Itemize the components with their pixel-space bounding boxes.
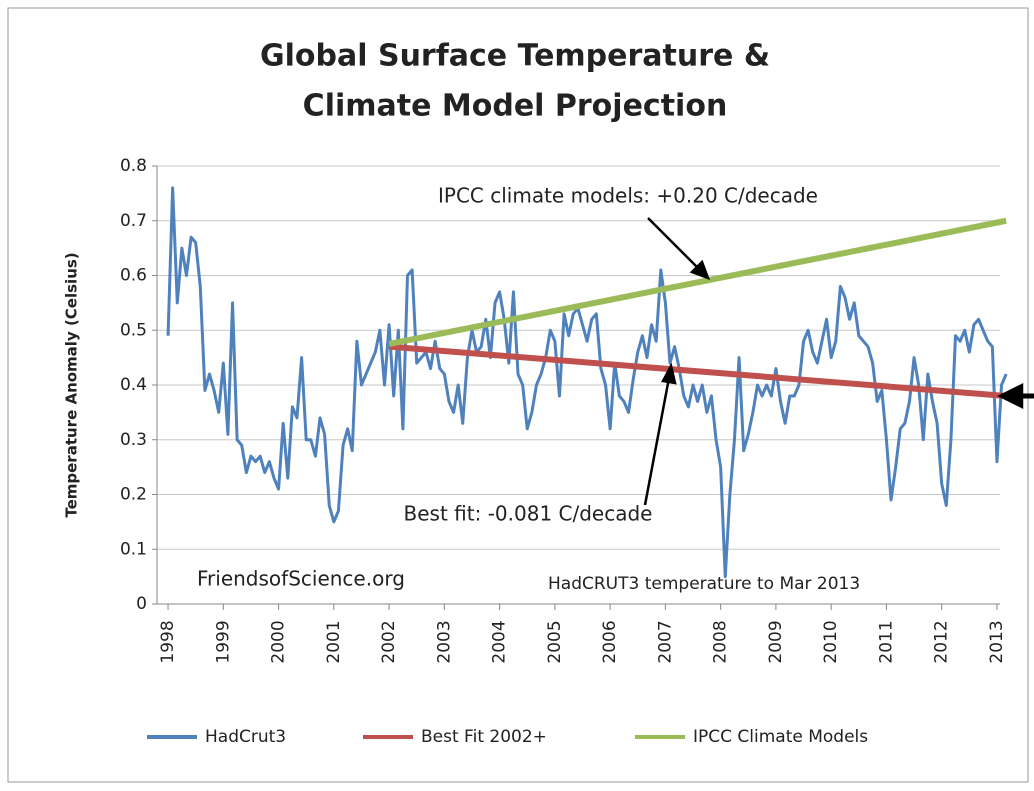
x-tick-label: 2012 (932, 620, 952, 663)
arrows (643, 217, 1034, 506)
annotation: IPCC climate models: +0.20 C/decade (438, 184, 818, 208)
y-tick-label: 0.4 (120, 375, 147, 395)
annotation: FriendsofScience.org (197, 567, 405, 591)
x-tick-label: 2009 (766, 620, 786, 663)
x-tick-label: 2011 (876, 620, 896, 663)
legend-label: HadCrut3 (205, 727, 286, 747)
y-tick-label: 0 (136, 594, 147, 614)
series-line (166, 186, 1008, 579)
y-tick-label: 0.6 (120, 266, 147, 286)
series-line (388, 343, 1007, 399)
x-tick-label: 2006 (600, 620, 620, 663)
x-tick-label: 2013 (987, 620, 1007, 663)
y-tick-label: 0.7 (120, 211, 147, 231)
y-tick-label: 0.2 (120, 485, 147, 505)
y-axis-label: Temperature Anomaly (Celsius) (63, 252, 81, 517)
y-tick-label: 0.5 (120, 320, 147, 340)
arrow-head (689, 259, 711, 281)
chart-title: Climate Model Projection (303, 89, 728, 124)
x-tick-label: 2003 (434, 620, 454, 663)
arrow (647, 217, 701, 271)
x-tick-label: 2010 (821, 620, 841, 663)
x-tick-label: 2008 (711, 620, 731, 663)
chart-title: Global Surface Temperature & (260, 39, 770, 74)
legend-label: Best Fit 2002+ (421, 727, 547, 747)
x-tick-label: 2001 (324, 620, 344, 663)
x-tick-label: 2004 (490, 620, 510, 663)
x-tick-label: 2007 (655, 620, 675, 663)
x-tick-label: 2000 (269, 620, 289, 663)
annotation: Best fit: -0.081 C/decade (404, 502, 653, 526)
x-tick-label: 2002 (379, 620, 399, 663)
x-tick-label: 1999 (213, 620, 233, 663)
chart-frame (7, 7, 1029, 783)
y-tick-label: 0.8 (120, 156, 147, 176)
annotation: HadCRUT3 temperature to Mar 2013 (548, 574, 860, 594)
x-tick-label: 1998 (158, 620, 178, 663)
legend-label: IPCC Climate Models (693, 727, 868, 747)
x-tick-label: 2005 (545, 620, 565, 663)
arrow (643, 377, 671, 506)
series-line (388, 217, 1007, 347)
arrow-head (661, 362, 677, 385)
y-tick-label: 0.3 (120, 430, 147, 450)
y-tick-label: 0.1 (120, 539, 147, 559)
arrow-head (997, 382, 1024, 410)
